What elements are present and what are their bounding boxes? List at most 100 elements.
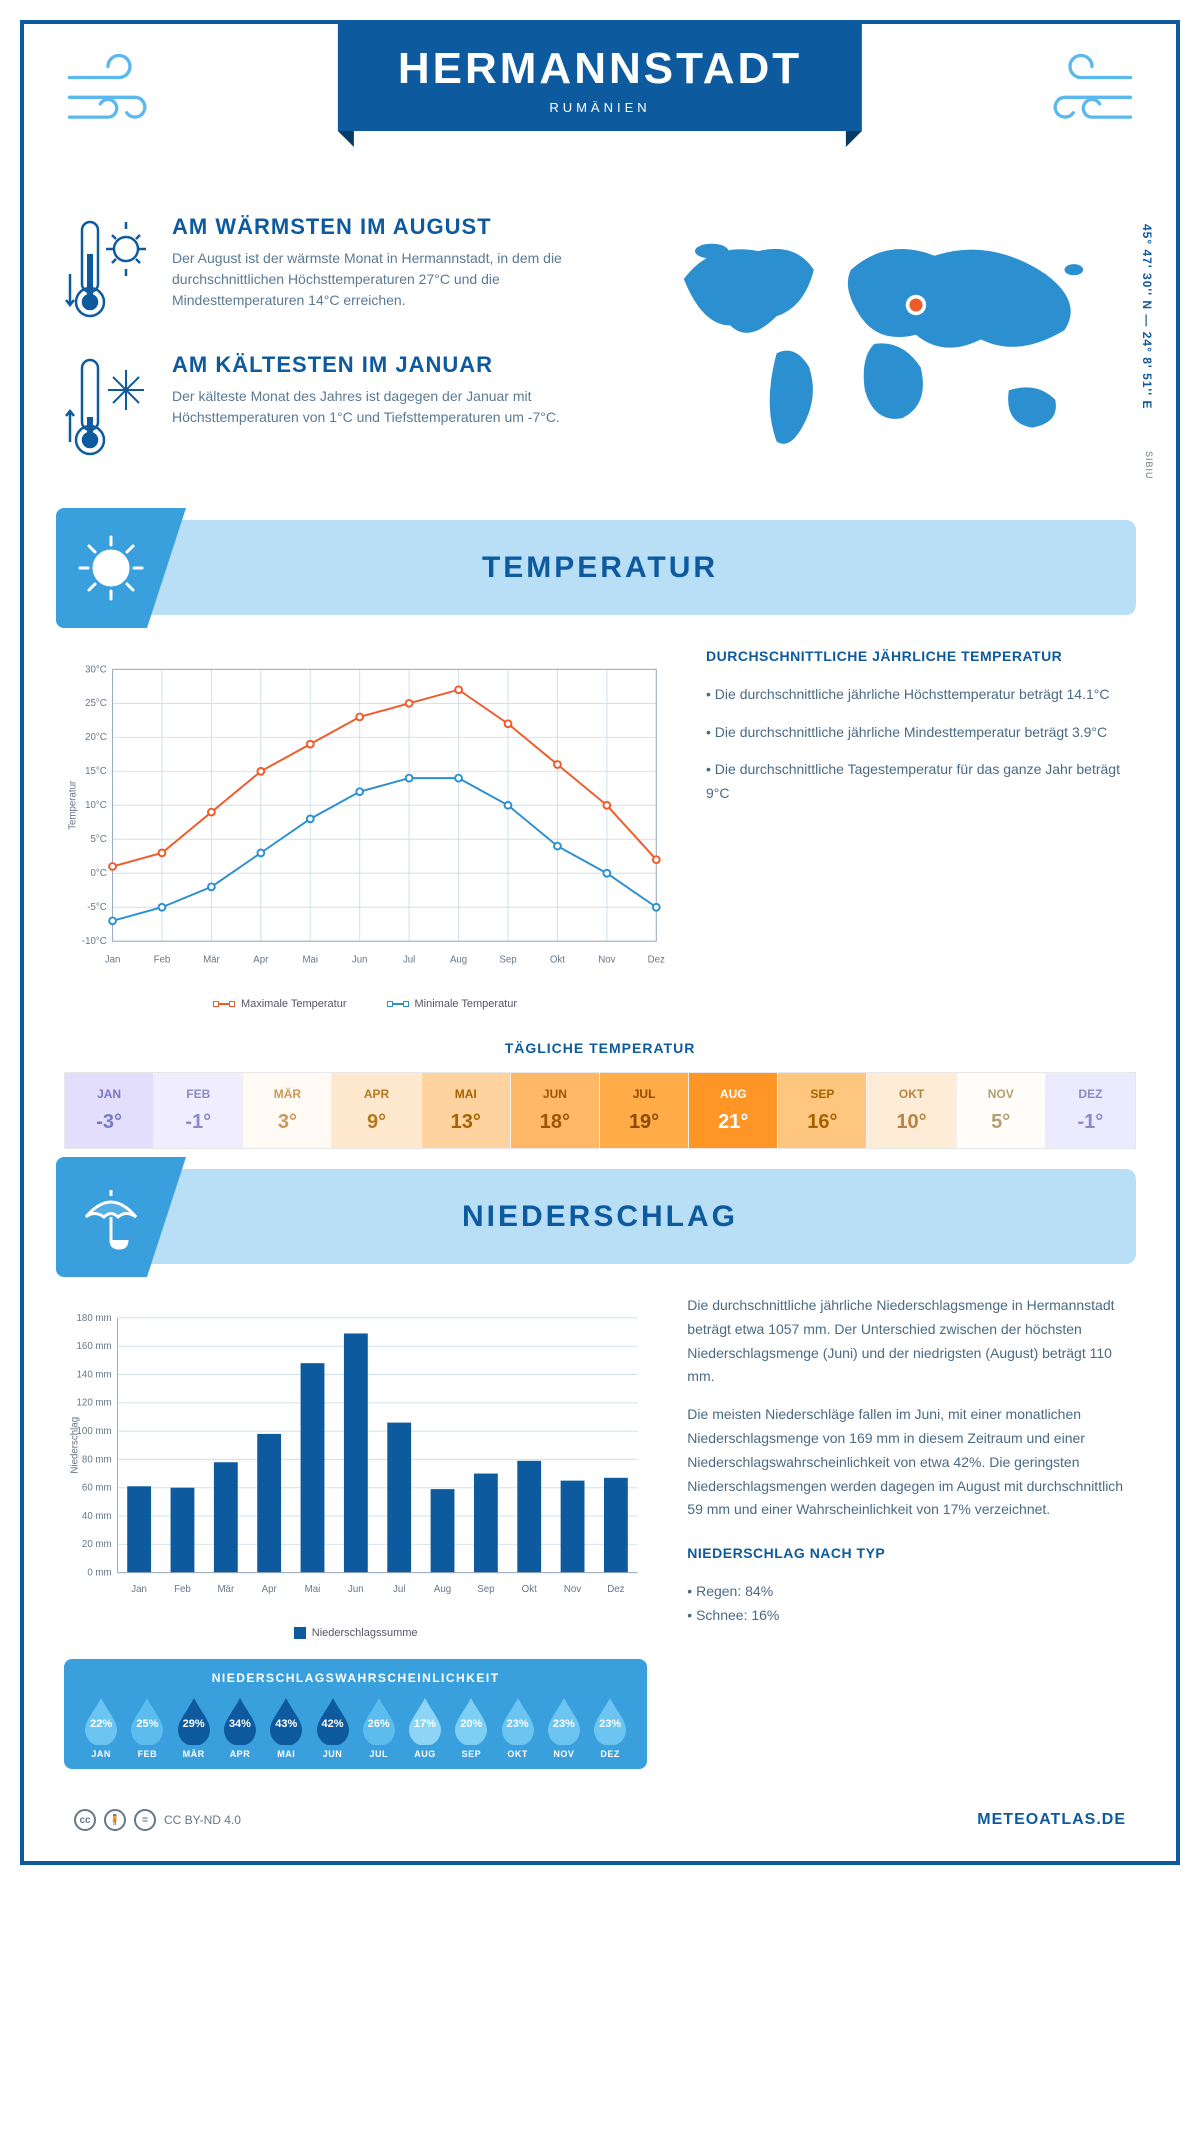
legend-precip-sum: Niederschlagssumme [294,1627,418,1639]
svg-text:Feb: Feb [154,955,171,966]
city-latin-name: SIBIU [1144,451,1154,480]
precip-drop: 23% OKT [496,1695,538,1759]
title-banner: HERMANNSTADT RUMÄNIEN [338,24,862,131]
section-temperature: TEMPERATUR [64,520,1136,615]
sun-icon [76,533,146,603]
svg-text:Niederschlag: Niederschlag [70,1417,81,1474]
svg-text:Jan: Jan [105,955,121,966]
daily-cell: DEZ-1° [1046,1073,1135,1148]
svg-text:160 mm: 160 mm [77,1341,112,1352]
daily-cell: FEB-1° [154,1073,243,1148]
precip-rain: • Regen: 84% [687,1580,1136,1604]
temperature-line-chart: -10°C-5°C0°C5°C10°C15°C20°C25°C30°CJanFe… [64,645,666,985]
umbrella-icon [76,1182,146,1252]
by-icon: 🧍 [104,1809,126,1831]
svg-text:Sep: Sep [499,955,516,966]
svg-text:-5°C: -5°C [87,902,106,913]
precip-drop: 29% MÄR [173,1695,215,1759]
svg-text:30°C: 30°C [85,664,107,675]
precip-p1: Die durchschnittliche jährliche Niedersc… [687,1294,1136,1389]
daily-temp-table: JAN-3°FEB-1°MÄR3°APR9°MAI13°JUN18°JUL19°… [64,1072,1136,1149]
wind-right-icon [1026,54,1136,134]
svg-text:Jun: Jun [352,955,368,966]
svg-text:Dez: Dez [648,955,665,966]
svg-text:Okt: Okt [522,1584,537,1595]
cc-icon: cc [74,1809,96,1831]
precip-drop: 25% FEB [126,1695,168,1759]
svg-text:180 mm: 180 mm [77,1313,112,1324]
section-temperature-title: TEMPERATUR [482,551,718,585]
section-precipitation-title: NIEDERSCHLAG [462,1200,738,1234]
country-subtitle: RUMÄNIEN [398,100,802,115]
svg-text:-10°C: -10°C [82,936,107,947]
svg-text:Dez: Dez [607,1584,624,1595]
svg-text:120 mm: 120 mm [77,1398,112,1409]
world-map-icon [640,214,1136,474]
svg-text:Okt: Okt [550,955,565,966]
svg-text:25°C: 25°C [85,698,107,709]
daily-cell: JUN18° [511,1073,600,1148]
license-text: CC BY-ND 4.0 [164,1813,241,1827]
svg-text:Apr: Apr [262,1584,278,1595]
temp-bullet-3: • Die durchschnittliche Tagestemperatur … [706,758,1136,806]
daily-cell: JAN-3° [65,1073,154,1148]
svg-text:Mär: Mär [203,955,220,966]
thermometer-cold-icon [64,352,154,462]
precipitation-summary: Die durchschnittliche jährliche Niedersc… [687,1294,1136,1628]
footer: cc 🧍 = CC BY-ND 4.0 METEOATLAS.DE [64,1789,1136,1831]
daily-cell: MÄR3° [243,1073,332,1148]
precip-drop: 23% NOV [543,1695,585,1759]
svg-text:Jan: Jan [131,1584,147,1595]
daily-cell: JUL19° [600,1073,689,1148]
legend-swatch-max [213,1003,235,1005]
legend-max-temp: Maximale Temperatur [213,998,347,1010]
precip-prob-title: NIEDERSCHLAGSWAHRSCHEINLICHKEIT [80,1671,631,1685]
wind-left-icon [64,54,174,134]
daily-temp-title: TÄGLICHE TEMPERATUR [64,1040,1136,1056]
svg-text:20 mm: 20 mm [82,1539,112,1550]
world-map-panel: 45° 47' 30'' N — 24° 8' 51'' E SIBIU [640,214,1136,490]
svg-text:Nov: Nov [598,955,615,966]
precip-p2: Die meisten Niederschläge fallen im Juni… [687,1403,1136,1522]
daily-cell: APR9° [332,1073,421,1148]
svg-text:80 mm: 80 mm [82,1454,112,1465]
precip-drop: 43% MAI [265,1695,307,1759]
svg-text:Mai: Mai [305,1584,321,1595]
precip-drop: 42% JUN [311,1695,353,1759]
brand: METEOATLAS.DE [977,1811,1126,1829]
svg-text:100 mm: 100 mm [77,1426,112,1437]
svg-text:Apr: Apr [253,955,269,966]
daily-cell: MAI13° [422,1073,511,1148]
svg-text:Aug: Aug [450,955,467,966]
precip-snow: • Schnee: 16% [687,1604,1136,1628]
svg-text:60 mm: 60 mm [82,1483,112,1494]
precipitation-bar-chart: 0 mm 20 mm 40 mm 60 mm 80 mm 100 mm 120 mm 140 … [64,1294,647,1614]
temp-bullet-2: • Die durchschnittliche jährliche Mindes… [706,721,1136,745]
svg-text:0 mm: 0 mm [87,1568,111,1579]
svg-text:Aug: Aug [434,1584,451,1595]
fact-coldest-body: Der kälteste Monat des Jahres ist dagege… [172,386,610,428]
coordinates: 45° 47' 30'' N — 24° 8' 51'' E [1140,224,1154,409]
precip-prob-drops: 22% JAN 25% FEB 29% MÄR 34% APR 43% MAI [80,1695,631,1759]
daily-cell: NOV5° [957,1073,1046,1148]
fact-coldest-title: AM KÄLTESTEN IM JANUAR [172,352,610,378]
header: HERMANNSTADT RUMÄNIEN [64,24,1136,184]
daily-cell: OKT10° [867,1073,956,1148]
svg-text:Mai: Mai [302,955,318,966]
precip-drop: 26% JUL [358,1695,400,1759]
precip-drop: 34% APR [219,1695,261,1759]
svg-text:40 mm: 40 mm [82,1511,112,1522]
section-precipitation: NIEDERSCHLAG [64,1169,1136,1264]
precip-probability-panel: NIEDERSCHLAGSWAHRSCHEINLICHKEIT 22% JAN … [64,1659,647,1769]
precip-drop: 22% JAN [80,1695,122,1759]
legend-min-temp: Minimale Temperatur [387,998,518,1010]
svg-text:15°C: 15°C [85,766,107,777]
license: cc 🧍 = CC BY-ND 4.0 [74,1809,241,1831]
city-title: HERMANNSTADT [398,44,802,94]
svg-text:140 mm: 140 mm [77,1369,112,1380]
fact-warmest: AM WÄRMSTEN IM AUGUST Der August ist der… [64,214,610,324]
precip-type-title: NIEDERSCHLAG NACH TYP [687,1542,1136,1566]
fact-coldest: AM KÄLTESTEN IM JANUAR Der kälteste Mona… [64,352,610,462]
svg-text:Feb: Feb [174,1584,191,1595]
daily-cell: AUG21° [689,1073,778,1148]
